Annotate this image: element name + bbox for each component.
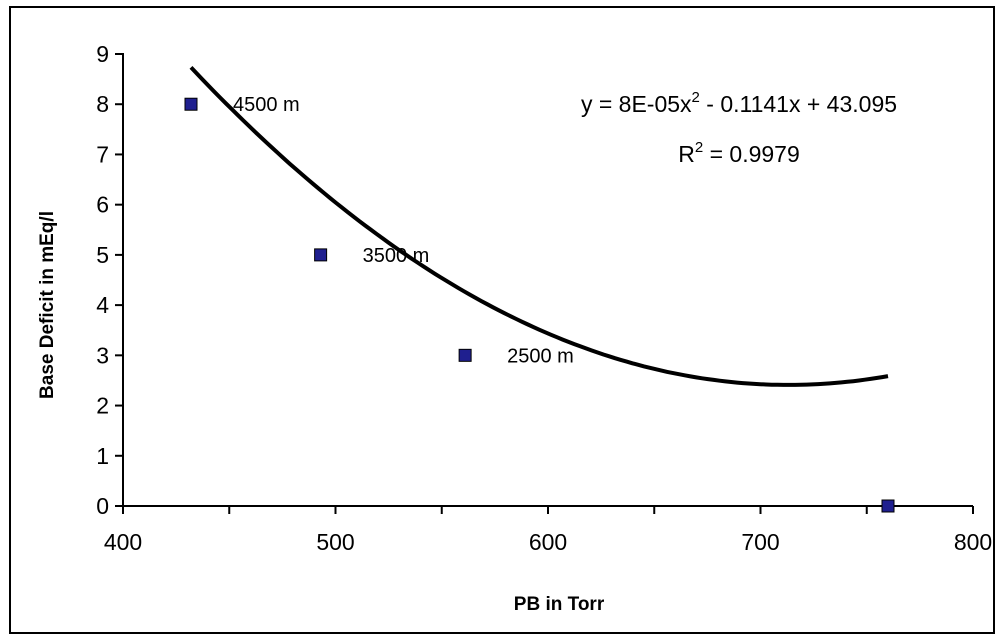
y-tick-label: 2 xyxy=(96,393,109,419)
r-squared-base: R xyxy=(678,141,695,167)
x-tick-label: 500 xyxy=(316,529,354,555)
x-tick-label: 400 xyxy=(104,529,142,555)
data-point xyxy=(881,499,895,513)
x-tick-label: 700 xyxy=(741,529,779,555)
point-label: 4500 m xyxy=(233,94,300,116)
x-tick-label: 600 xyxy=(529,529,567,555)
trendline-equation: y = 8E-05x2 - 0.1141x + 43.095 xyxy=(581,89,897,117)
point-label: 3500 m xyxy=(363,245,430,267)
data-point xyxy=(314,248,328,262)
y-tick-label: 4 xyxy=(96,292,109,318)
y-axis-title: Base Deficit in mEq/l xyxy=(37,211,58,399)
y-tick-label: 5 xyxy=(96,242,109,268)
data-point xyxy=(184,97,198,111)
y-tick-label: 7 xyxy=(96,141,109,167)
y-tick-label: 6 xyxy=(96,192,109,218)
r-squared-exponent: 2 xyxy=(695,139,703,156)
y-tick-label: 3 xyxy=(96,342,109,368)
y-tick-label: 9 xyxy=(96,41,109,67)
y-tick-label: 0 xyxy=(96,493,109,519)
chart-frame xyxy=(9,6,995,634)
axes xyxy=(122,53,973,507)
ticks: 0 1 2 3 4 5 6 7 8 9 400 500 600 700 800 xyxy=(96,41,992,555)
trendline-curve xyxy=(189,66,889,387)
equation-rest: - 0.1141x + 43.095 xyxy=(700,91,897,117)
r-squared: R2 = 0.9979 xyxy=(678,139,800,167)
equation-lhs: y = 8E-05x xyxy=(581,91,692,117)
point-labels-group: 4500 m 3500 m 2500 m xyxy=(233,94,574,367)
data-point xyxy=(458,348,472,362)
point-label: 2500 m xyxy=(507,345,574,367)
markers-group xyxy=(184,97,895,513)
trendline-group xyxy=(189,66,889,387)
equation-exponent: 2 xyxy=(692,89,700,106)
y-tick-label: 8 xyxy=(96,91,109,117)
x-axis-title: PB in Torr xyxy=(514,594,605,615)
r-squared-rest: = 0.9979 xyxy=(703,141,800,167)
x-tick-label: 800 xyxy=(954,529,992,555)
y-tick-label: 1 xyxy=(96,443,109,469)
